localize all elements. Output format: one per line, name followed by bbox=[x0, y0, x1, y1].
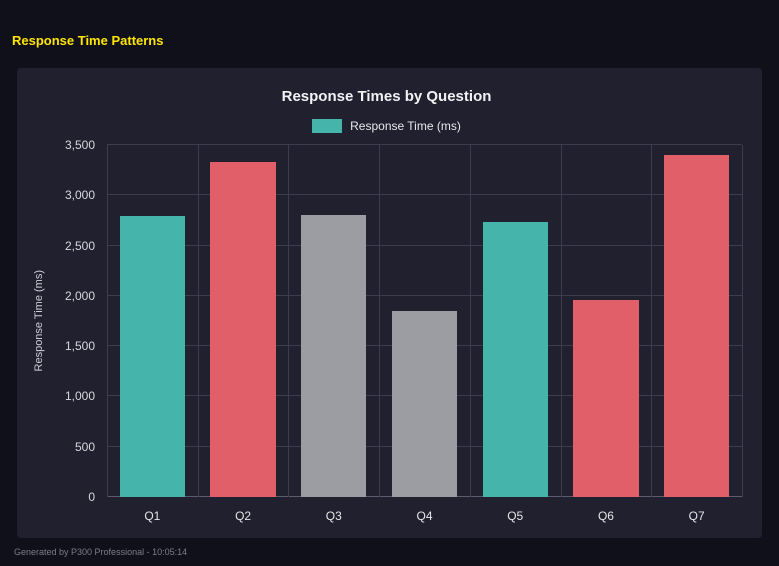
chart-body: Response Time (ms) 0 500 1,000 1,500 2,000 2,… bbox=[31, 138, 743, 531]
x-tick-label: Q3 bbox=[325, 509, 342, 523]
legend-swatch bbox=[312, 119, 343, 133]
x-axis-labels: Q1 Q2 Q3 Q4 Q5 Q6 Q7 bbox=[107, 497, 742, 531]
y-axis-ticks: 0 500 1,000 1,500 2,000 2,500 3,000 3,500 bbox=[51, 138, 103, 504]
chart-legend[interactable]: Response Time (ms) bbox=[31, 119, 742, 133]
gridline-horizontal bbox=[107, 194, 742, 196]
bar-rect[interactable] bbox=[119, 216, 186, 497]
plot-area bbox=[107, 144, 743, 497]
x-tick-label: Q5 bbox=[507, 509, 524, 523]
gridline-vertical bbox=[742, 145, 743, 497]
gridline-vertical bbox=[651, 145, 653, 497]
bar-layer bbox=[107, 145, 742, 497]
y-tick-label: 1,500 bbox=[64, 339, 95, 354]
gridline-vertical bbox=[197, 145, 199, 497]
x-tick-label: Q4 bbox=[416, 509, 433, 523]
x-tick-label: Q6 bbox=[597, 509, 614, 523]
bar-q3[interactable] bbox=[288, 145, 379, 497]
y-tick-label: 1,000 bbox=[64, 389, 95, 404]
gridline-vertical bbox=[288, 145, 290, 497]
bar-rect[interactable] bbox=[301, 215, 367, 497]
bar-q7[interactable] bbox=[651, 145, 742, 497]
y-tick-label: 0 bbox=[88, 490, 95, 504]
bar-q6[interactable] bbox=[561, 145, 652, 497]
bar-q5[interactable] bbox=[470, 145, 561, 497]
y-tick-label: 3,000 bbox=[64, 188, 95, 203]
y-tick-label: 500 bbox=[74, 439, 95, 454]
x-tick-label: Q7 bbox=[688, 509, 705, 523]
chart-title: Response Times by Question bbox=[281, 88, 492, 105]
gridline-vertical bbox=[107, 145, 108, 497]
gridline-horizontal bbox=[107, 294, 742, 296]
gridline-horizontal bbox=[107, 144, 742, 145]
bar-rect[interactable] bbox=[664, 155, 730, 497]
y-tick-label: 2,500 bbox=[64, 238, 95, 253]
bar-rect[interactable] bbox=[210, 162, 276, 497]
chart-panel: Response Times by Question Response Time… bbox=[17, 68, 762, 538]
page-title: Response Time Patterns bbox=[12, 33, 164, 48]
bar-rect[interactable] bbox=[391, 310, 458, 497]
x-tick-label: Q1 bbox=[144, 509, 161, 523]
gridline-horizontal bbox=[107, 244, 742, 246]
bar-q4[interactable] bbox=[379, 145, 470, 497]
bar-q1[interactable] bbox=[107, 145, 198, 497]
gridline-vertical bbox=[560, 145, 562, 497]
bar-q2[interactable] bbox=[198, 145, 289, 497]
y-axis-title: Response Time (ms) bbox=[33, 270, 45, 372]
x-tick-label: Q2 bbox=[235, 509, 252, 523]
y-tick-label: 2,000 bbox=[64, 288, 95, 303]
footer-note: Generated by P300 Professional - 10:05:1… bbox=[14, 547, 188, 557]
gridline-vertical bbox=[379, 145, 381, 497]
bar-rect[interactable] bbox=[482, 222, 548, 497]
legend-label: Response Time (ms) bbox=[350, 119, 461, 133]
gridline-vertical bbox=[469, 145, 471, 497]
bar-rect[interactable] bbox=[573, 299, 639, 497]
y-tick-label: 3,500 bbox=[64, 138, 95, 152]
